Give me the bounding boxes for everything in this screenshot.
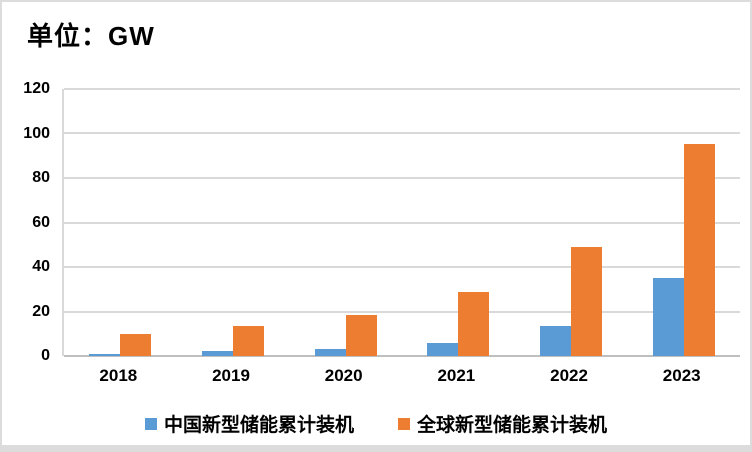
x-axis: 2018 2019 2020 2021 2022 2023 — [62, 366, 738, 386]
y-axis-label-0: 0 — [41, 347, 50, 364]
x-axis-label-2023: 2023 — [662, 366, 701, 385]
y-axis-label-100: 100 — [23, 125, 50, 142]
legend-swatch-blue — [144, 417, 157, 430]
gridline-80 — [64, 177, 740, 179]
y-axis-label-60: 60 — [32, 214, 50, 231]
legend-swatch-orange — [398, 417, 410, 430]
bar-china-2019 — [202, 351, 233, 356]
gridline-120 — [64, 88, 740, 90]
bar-group-2018 — [64, 89, 177, 356]
bar-global-2018 — [120, 334, 152, 356]
bar-group-2021 — [402, 89, 515, 356]
gridline-0 — [64, 355, 740, 357]
gridline-100 — [64, 132, 740, 134]
bar-china-2022 — [540, 326, 572, 356]
y-axis-label-120: 120 — [23, 80, 50, 97]
bar-china-2020 — [314, 349, 346, 356]
legend-item-china: 中国新型储能累计装机 — [144, 410, 354, 437]
x-axis-label-2018: 2018 — [99, 366, 138, 385]
bar-global-2021 — [458, 292, 490, 356]
y-axis-label-80: 80 — [32, 169, 50, 186]
bar-global-2023 — [683, 144, 715, 356]
bar-groups — [64, 89, 740, 356]
gridline-20 — [64, 311, 740, 313]
bar-global-2022 — [571, 247, 603, 356]
bar-china-2018 — [89, 354, 121, 356]
legend-item-global: 全球新型储能累计装机 — [398, 410, 607, 437]
plot-area — [62, 88, 740, 357]
legend: 中国新型储能累计装机 全球新型储能累计装机 — [2, 410, 750, 437]
x-axis-label-2020: 2020 — [324, 366, 363, 385]
bar-china-2021 — [427, 343, 459, 356]
x-axis-label-2022: 2022 — [550, 366, 588, 385]
legend-label-global: 全球新型储能累计装机 — [417, 415, 608, 436]
bar-group-2023 — [627, 89, 740, 356]
gridline-40 — [64, 266, 740, 268]
y-axis-label-20: 20 — [32, 303, 50, 320]
x-axis-label-2021: 2021 — [437, 366, 476, 385]
chart-title: 单位：GW — [27, 21, 155, 51]
bar-group-2020 — [289, 89, 402, 356]
bar-china-2023 — [652, 278, 684, 356]
bar-global-2019 — [233, 326, 264, 356]
y-axis-label-40: 40 — [32, 258, 50, 275]
legend-label-china: 中国新型储能累计装机 — [163, 415, 354, 436]
bar-group-2022 — [515, 89, 628, 356]
bar-group-2019 — [177, 89, 290, 356]
bar-global-2020 — [345, 315, 377, 356]
gridline-60 — [64, 222, 740, 224]
x-axis-label-2019: 2019 — [212, 366, 250, 385]
